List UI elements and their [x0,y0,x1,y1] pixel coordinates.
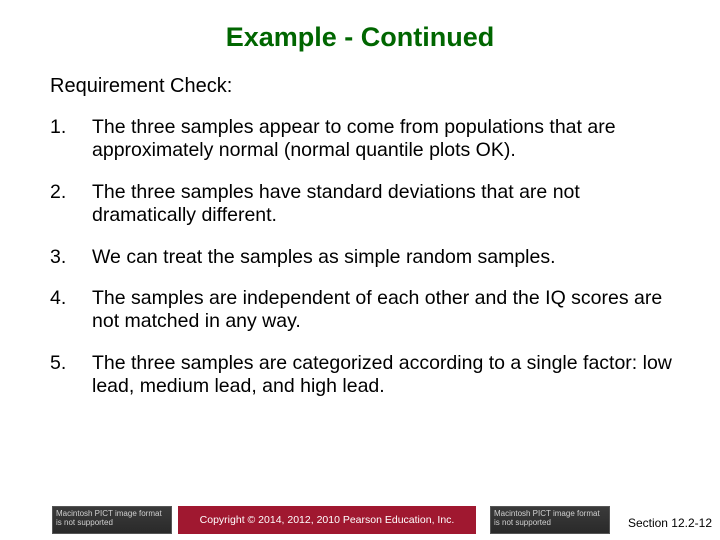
requirement-check-heading: Requirement Check: [50,75,672,98]
list-item: The three samples have standard deviatio… [50,181,672,228]
section-label: Section 12.2-12 [628,516,712,530]
pict-placeholder-text: Macintosh PICT image format is not suppo… [494,509,600,527]
list-item: The samples are independent of each othe… [50,287,672,334]
copyright-text: Copyright © 2014, 2012, 2010 Pearson Edu… [200,514,455,526]
slide-title: Example - Continued [48,22,672,53]
pict-placeholder-icon: Macintosh PICT image format is not suppo… [490,506,610,534]
footer-region: Macintosh PICT image format is not suppo… [0,504,720,540]
pict-placeholder-text: Macintosh PICT image format is not suppo… [56,509,162,527]
list-item: The three samples are categorized accord… [50,352,672,399]
requirements-list: The three samples appear to come from po… [50,116,672,399]
copyright-bar: Copyright © 2014, 2012, 2010 Pearson Edu… [178,506,476,534]
list-item: The three samples appear to come from po… [50,116,672,163]
slide-container: Example - Continued Requirement Check: T… [0,0,720,540]
pict-placeholder-icon: Macintosh PICT image format is not suppo… [52,506,172,534]
list-item: We can treat the samples as simple rando… [50,246,672,269]
